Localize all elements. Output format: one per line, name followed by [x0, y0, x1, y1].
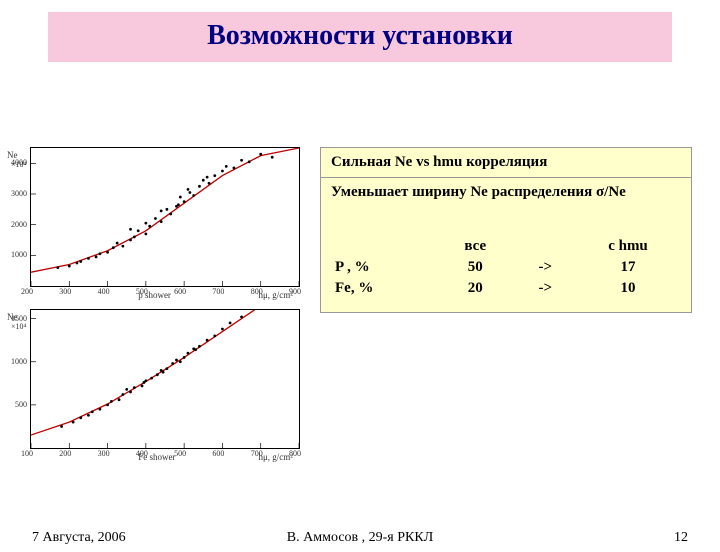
x-tick: 900 [289, 287, 301, 296]
y-tick: 3000 [1, 189, 27, 198]
chart2-svg [31, 310, 299, 448]
chart-fe-shower: Ne ×10⁴ Fe shower hμ, g/cm² 100200300400… [30, 309, 300, 449]
footer-page-num: 12 [674, 530, 688, 546]
arrow-icon: -> [515, 279, 574, 298]
x-tick: 300 [98, 449, 110, 458]
x-tick: 600 [212, 449, 224, 458]
table-row: Fe, % 20 -> 10 [333, 279, 679, 298]
info-row-fe-chmu: 10 [577, 279, 679, 298]
y-tick: 1500 [1, 314, 27, 323]
y-tick: 2000 [1, 220, 27, 229]
info-box: Сильная Ne vs hmu корреляция Уменьшает ш… [320, 147, 692, 313]
x-tick: 200 [59, 449, 71, 458]
info-row-fe-label: Fe, % [333, 279, 435, 298]
x-tick: 300 [59, 287, 71, 296]
x-tick: 400 [98, 287, 110, 296]
footer-author: В. Аммосов , 29-я РККЛ [0, 530, 720, 546]
chart2-xlabel: hμ, g/cm² [258, 452, 293, 462]
chart1-svg [31, 148, 299, 286]
x-tick: 700 [251, 449, 263, 458]
x-tick: 100 [21, 449, 33, 458]
chart-p-shower: Ne ×10⁴ p shower hμ, g/cm² 2003004005006… [30, 147, 300, 287]
x-tick: 600 [174, 287, 186, 296]
info-row-fe-all: 20 [437, 279, 513, 298]
info-row-p-all: 50 [437, 258, 513, 277]
y-tick: 500 [1, 400, 27, 409]
y-tick: 4000 [1, 158, 27, 167]
arrow-icon: -> [515, 258, 574, 277]
table-row: P , % 50 -> 17 [333, 258, 679, 277]
info-width-reduction: Уменьшает ширину Ne распределения σ/Ne [321, 178, 691, 231]
x-tick: 700 [212, 287, 224, 296]
x-tick: 800 [289, 449, 301, 458]
x-tick: 400 [136, 449, 148, 458]
x-tick: 500 [136, 287, 148, 296]
x-tick: 200 [21, 287, 33, 296]
x-tick: 800 [251, 287, 263, 296]
info-table-head-chmu: c hmu [577, 237, 679, 256]
info-correlation: Сильная Ne vs hmu корреляция [321, 148, 691, 178]
y-tick: 1000 [1, 357, 27, 366]
table-header-row: все c hmu [333, 237, 679, 256]
info-table: все c hmu P , % 50 -> 17 Fe, % 20 -> 10 [331, 235, 681, 300]
chart2-yscale: ×10⁴ [11, 322, 26, 331]
charts-area: Ne ×10⁴ p shower hμ, g/cm² 2003004005006… [30, 147, 300, 471]
chart1-xlabel: hμ, g/cm² [258, 290, 293, 300]
title-bar: Возможности установки [48, 12, 672, 62]
x-tick: 500 [174, 449, 186, 458]
info-table-head-all: все [437, 237, 513, 256]
info-row-p-chmu: 17 [577, 258, 679, 277]
page-title: Возможности установки [207, 20, 513, 51]
info-row-p-label: P , % [333, 258, 435, 277]
y-tick: 1000 [1, 250, 27, 259]
